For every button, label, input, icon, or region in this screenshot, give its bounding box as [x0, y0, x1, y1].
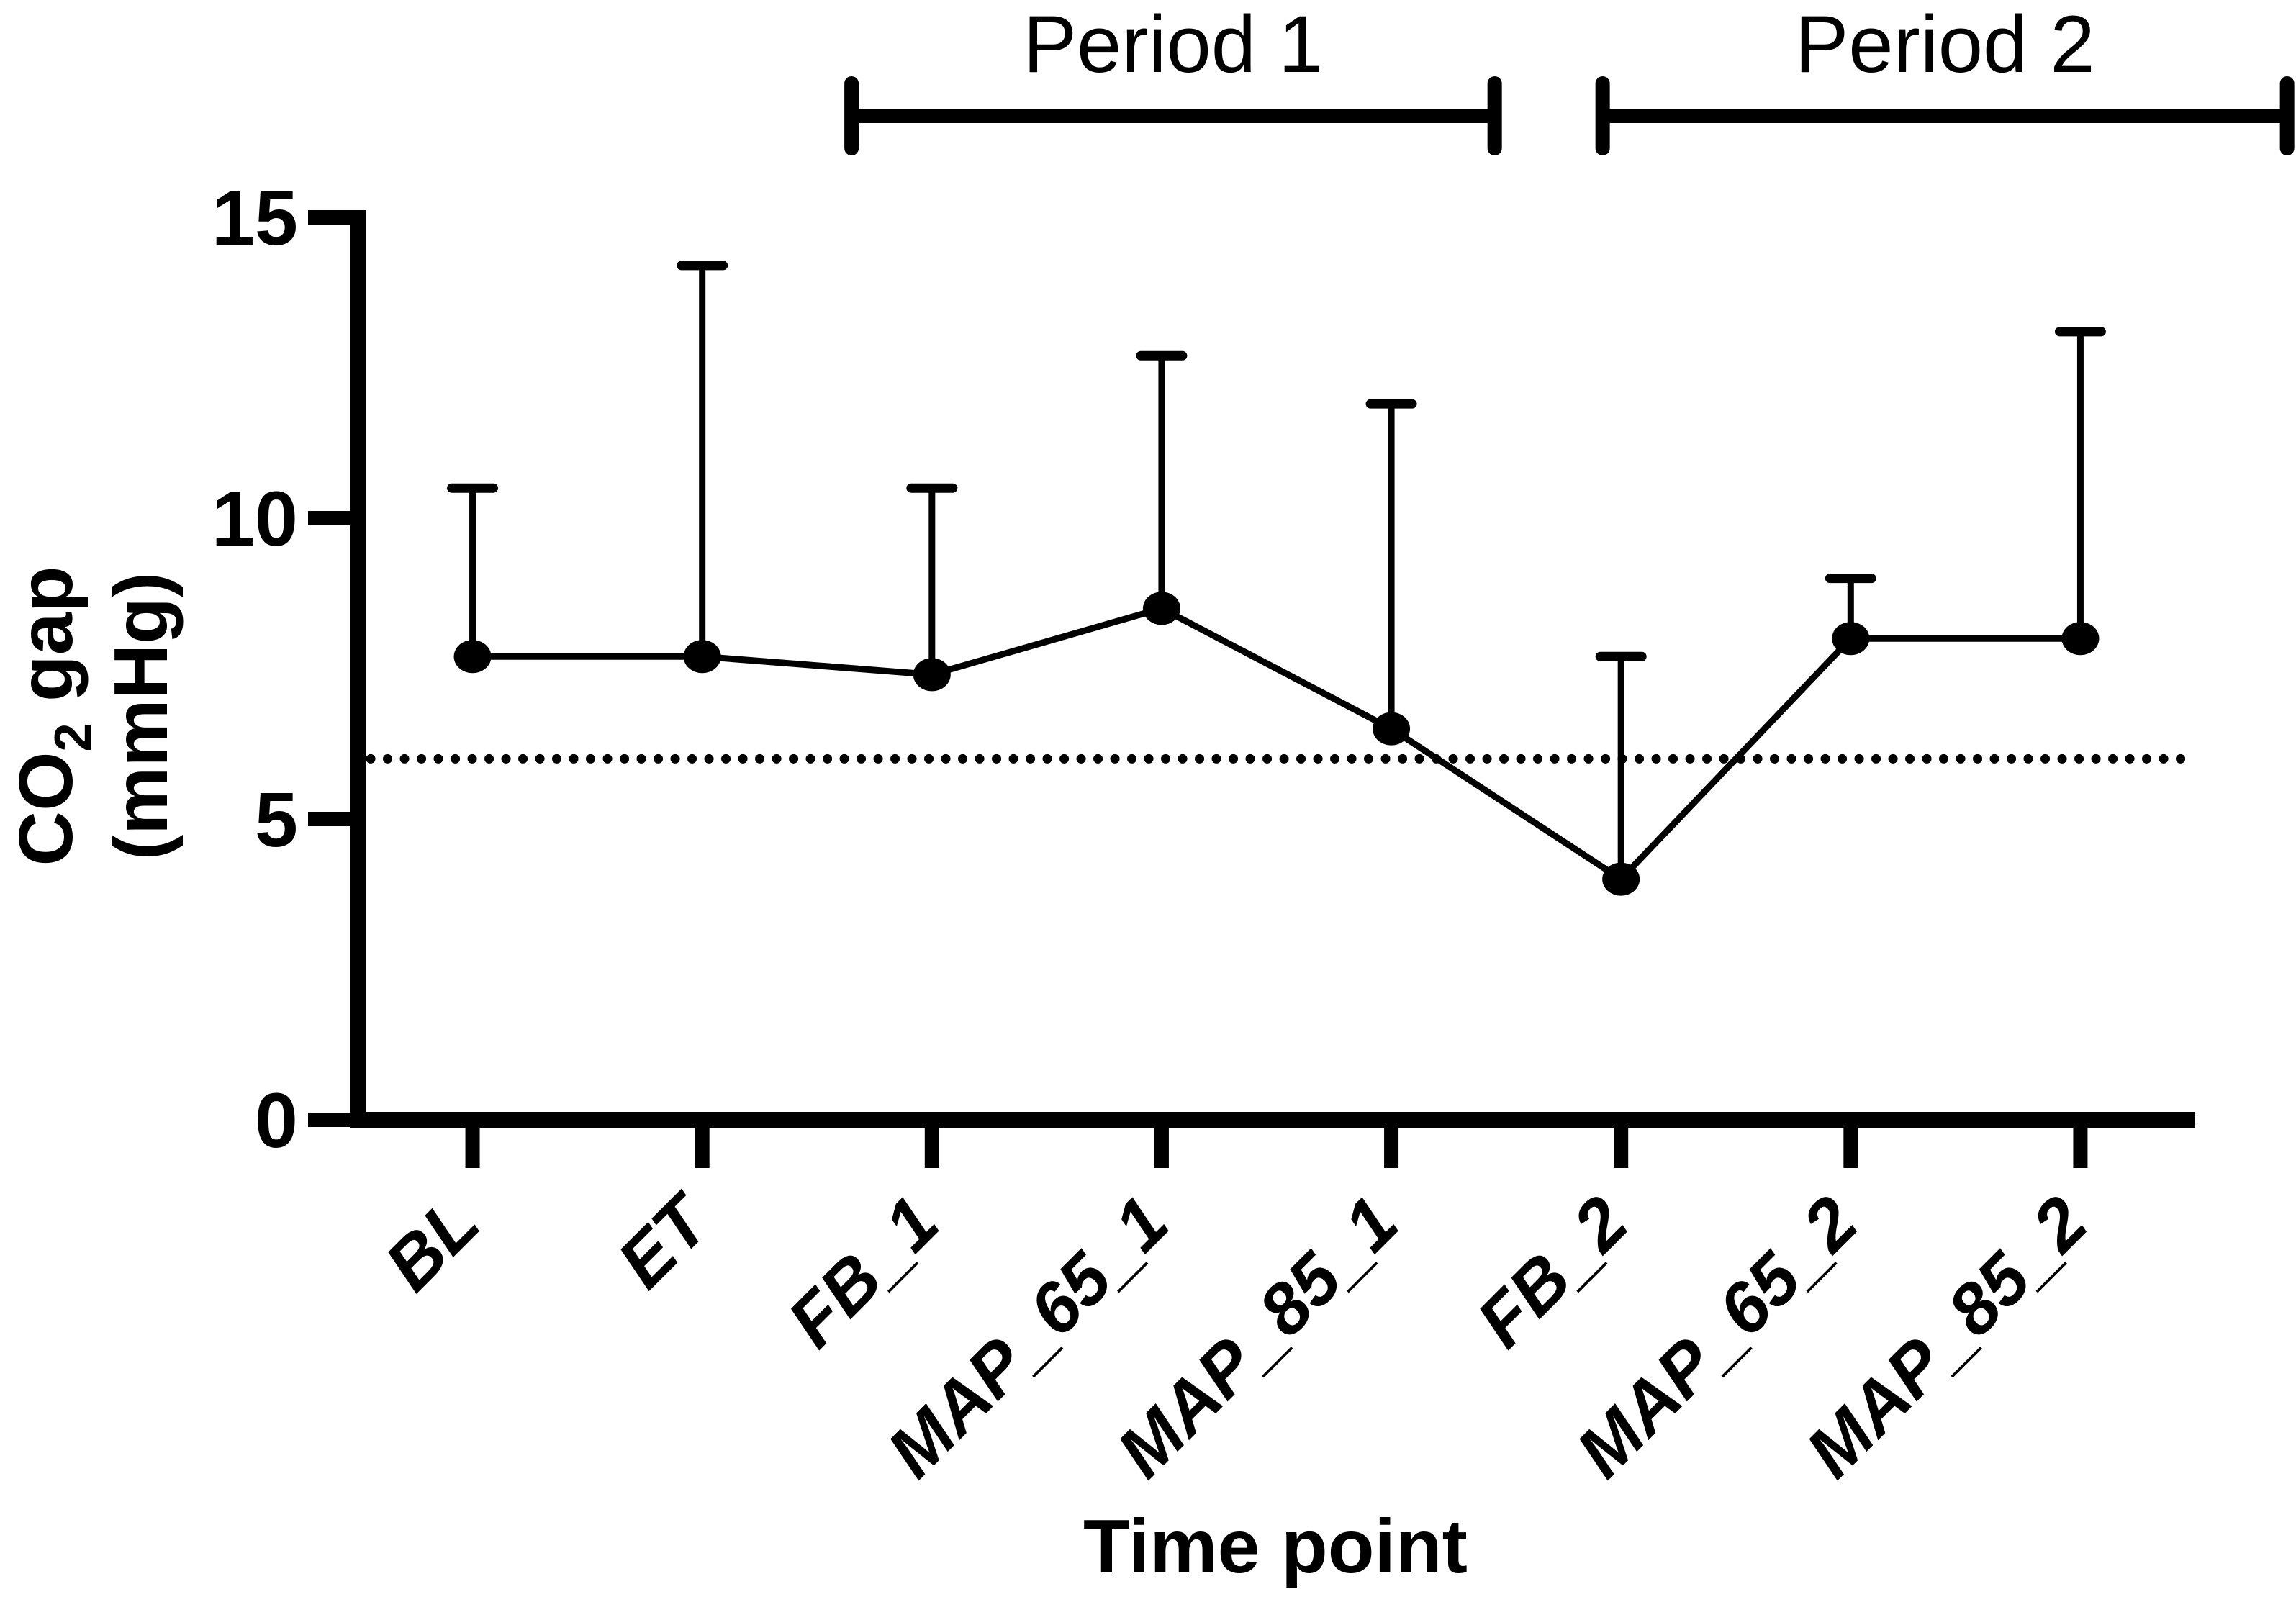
period-1-label: Period 1	[1023, 0, 1323, 89]
data-point-MAP_85_1	[1373, 712, 1411, 746]
data-point-FB_1	[913, 658, 951, 692]
data-point-BL	[453, 640, 492, 674]
x-tick-label-ET: ET	[602, 1177, 728, 1303]
y-axis-title-line2: (mmHg)	[99, 572, 184, 860]
period-2-label: Period 2	[1795, 0, 2095, 89]
y-tick-label-0: 0	[255, 1077, 298, 1164]
data-point-MAP_85_2	[2061, 622, 2100, 656]
data-point-ET	[683, 640, 721, 674]
data-point-FB_2	[1602, 862, 1640, 896]
y-tick-label-10: 10	[212, 475, 298, 562]
y-tick-label-15: 15	[212, 174, 298, 261]
x-tick-label-BL: BL	[370, 1181, 494, 1305]
y-axis-title-line1: CO2 gap	[4, 566, 102, 866]
x-tick-label-FB_2: FB_2	[1462, 1181, 1643, 1362]
data-point-MAP_65_2	[1832, 622, 1870, 656]
series-line	[472, 605, 2081, 884]
x-tick-label-FB_1: FB_1	[772, 1181, 954, 1362]
data-point-MAP_65_1	[1142, 592, 1180, 625]
x-axis-title: Time point	[1083, 1504, 1468, 1589]
y-tick-label-5: 5	[255, 776, 298, 863]
